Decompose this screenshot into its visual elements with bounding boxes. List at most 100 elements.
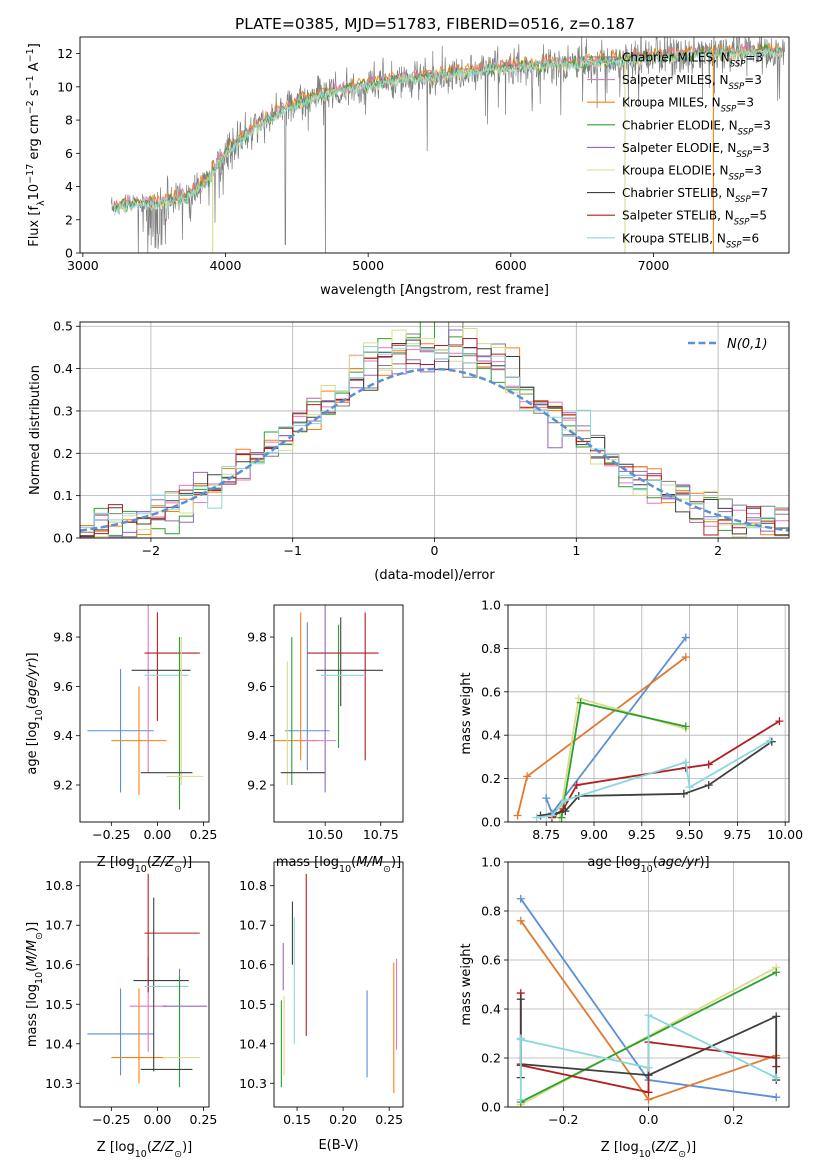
plot-area: [111, 37, 785, 253]
label-part: )]: [182, 1140, 192, 1155]
legend-name: Kroupa STELIB, N: [622, 231, 726, 245]
x-axis-label: mass [log10(M/M⊙)]: [276, 855, 401, 875]
mass-weight-marker: [772, 968, 781, 977]
mass-weight-marker: [516, 1095, 525, 1104]
legend-label: Chabrier STELIB, NSSP=7: [622, 186, 768, 205]
x-tick-label: 1: [572, 543, 580, 558]
legend-name: Kroupa MILES, N: [622, 96, 721, 110]
plot-layer: 3000 4000 5000 6000 7000024681012wavelength …: [25, 36, 803, 1160]
plot-area: [513, 633, 784, 822]
label-part: ]: [27, 43, 42, 48]
label-part: ⊙: [34, 932, 45, 940]
x-tick-label: 0.20: [329, 1112, 357, 1127]
legend-sub: SSP: [734, 218, 750, 228]
label-part: )]: [699, 855, 709, 870]
legend-name: Salpeter MILES, N: [622, 73, 729, 87]
gaussian-curve: [80, 367, 789, 532]
histogram-kroupa-stelib: [80, 345, 789, 538]
mass-weight-marker: [576, 698, 585, 707]
legend-name: Salpeter STELIB, N: [622, 209, 734, 223]
y-tick-label: 9.2: [247, 778, 267, 793]
x-tick-label: −0.25: [92, 827, 130, 842]
mass-weight-marker: [644, 1011, 653, 1020]
y-tick-label: 10.4: [45, 1036, 73, 1051]
y-tick-label: 0.6: [481, 953, 501, 968]
mass-weight-marker: [547, 811, 556, 820]
x-tick-label: 0.00: [143, 827, 171, 842]
plot-area: [274, 605, 383, 793]
legend-label: Salpeter STELIB, NSSP=5: [622, 209, 767, 228]
x-tick-label: 10.50: [307, 827, 343, 842]
x-tick-label: 0.25: [190, 1112, 218, 1127]
y-tick-label: 10.7: [45, 918, 73, 933]
mass-weight-marker: [704, 781, 713, 790]
x-axis-label: wavelength [Angstrom, rest frame]: [320, 283, 549, 298]
label-part: A: [27, 62, 42, 75]
y-tick-label: 10.6: [239, 957, 267, 972]
residuals-axes: −2 −1 0 1 2 0.0 0.1 0.2 0.3 0.4 0.5 (data-model)/er…: [28, 319, 790, 583]
label-part: )]: [25, 652, 40, 662]
y-tick-label: 9.2: [53, 778, 73, 793]
legend-sub: SSP: [721, 105, 737, 115]
mass-weight-line: [551, 720, 780, 819]
label-part: 10: [639, 1149, 651, 1160]
legend-eq: =3: [744, 164, 762, 178]
x-tick-label: 9.75: [723, 827, 751, 842]
y-tick-label: 0.5: [53, 319, 73, 334]
y-tick-label: 12: [57, 46, 73, 61]
mass-weight-marker: [772, 1093, 781, 1102]
x-tick-label: −2: [142, 543, 160, 558]
label-part: λ: [36, 200, 47, 206]
mass-weight-marker: [681, 722, 690, 731]
y-tick-label: 10: [57, 79, 73, 94]
x-tick-label: 10.75: [363, 827, 399, 842]
label-part: ⊙: [174, 1149, 182, 1160]
legend-eq: =3: [736, 96, 754, 110]
y-tick-label: 0.2: [481, 1051, 501, 1066]
axes-frame: [79, 604, 210, 823]
y-tick-label: 1.0: [481, 855, 501, 870]
x-axis-label: age [log10(age/yr)]: [587, 855, 709, 875]
histogram-kroupa-elodie: [80, 328, 789, 538]
mass-weight-marker: [704, 760, 713, 769]
legend-label: Kroupa MILES, NSSP=3: [622, 96, 754, 115]
legend-eq: =7: [751, 186, 769, 200]
legend-name: Salpeter ELODIE, N: [622, 141, 736, 155]
x-tick-label: 9.00: [580, 827, 608, 842]
y-axis-label: mass weight: [459, 672, 474, 754]
y-tick-label: 9.8: [53, 630, 73, 645]
mass-weight-vs-age-axes: 8.75 9.00 9.25 9.50 9.75 10.00 0.0 0.2 0.4 0.6 0.8…: [459, 598, 803, 875]
label-part: 10: [135, 1149, 147, 1160]
y-tick-label: 0.4: [481, 728, 501, 743]
legend-eq: =5: [749, 209, 767, 223]
mass-weight-marker: [644, 1063, 653, 1072]
legend-sub: SSP: [738, 127, 754, 137]
y-tick-label: 10.8: [239, 878, 267, 893]
axes-frame: [507, 604, 790, 823]
label-part: age [log: [587, 855, 640, 870]
plot-area: [87, 873, 208, 1088]
mass-weight-marker: [557, 813, 566, 822]
axes-frame: [79, 321, 790, 539]
x-tick-label: 0.25: [190, 827, 218, 842]
label-part: 10: [34, 709, 45, 721]
x-tick-label: 10.00: [767, 827, 803, 842]
x-tick-label: 2: [714, 543, 722, 558]
mass-weight-line: [516, 656, 687, 816]
label-part: (: [147, 855, 152, 870]
x-axis-label: (data-model)/error: [374, 568, 495, 583]
label-part: Z [log: [97, 855, 135, 870]
x-tick-label: 8.75: [532, 827, 560, 842]
label-part: Z/Z: [151, 855, 175, 870]
x-tick-label: 9.25: [628, 827, 656, 842]
mass-weight-marker: [516, 916, 525, 925]
legend-eq: =3: [745, 51, 763, 65]
label-part: 10: [27, 184, 42, 201]
y-tick-label: 1.0: [481, 598, 501, 613]
legend-name: Kroupa ELODIE, N: [622, 164, 729, 178]
model-line-kroupa-stelib: [113, 46, 783, 216]
label-part: age/yr: [658, 855, 701, 870]
legend-eq: =6: [742, 231, 760, 245]
y-tick-label: 0.0: [53, 531, 73, 546]
model-line-chabrier-elodie: [113, 42, 783, 213]
